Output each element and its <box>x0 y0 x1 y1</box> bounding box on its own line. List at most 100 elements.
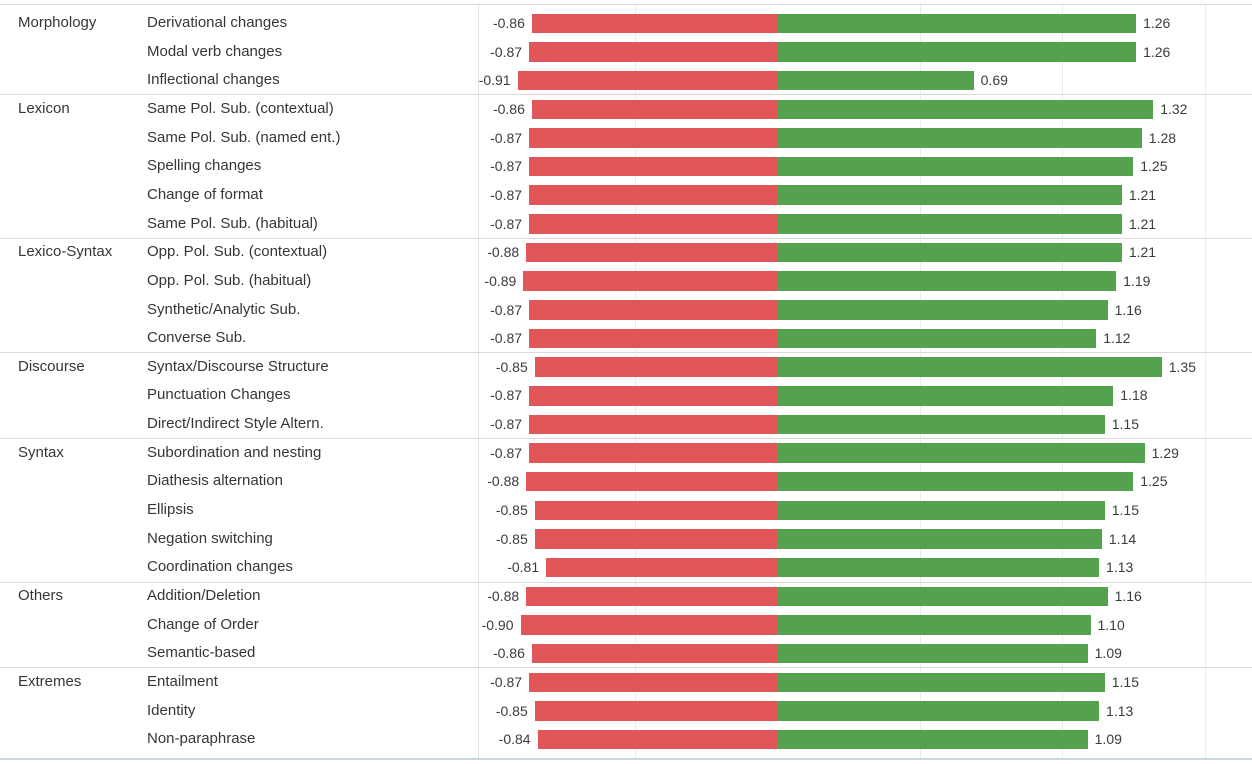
item-label: Opp. Pol. Sub. (habitual) <box>147 271 312 289</box>
positive-value-label: 1.28 <box>1148 129 1177 146</box>
group-separator <box>0 581 1252 583</box>
gridline <box>919 4 921 758</box>
positive-bar <box>777 386 1114 406</box>
item-label: Same Pol. Sub. (named ent.) <box>147 128 341 146</box>
positive-value-label: 1.12 <box>1103 330 1131 347</box>
positive-value-label: 1.14 <box>1108 530 1137 547</box>
positive-bar <box>777 471 1134 492</box>
negative-bar <box>529 128 777 148</box>
negative-bar <box>529 42 777 62</box>
pane-divider <box>478 4 479 758</box>
negative-value-label: -0.87 <box>490 186 523 203</box>
positive-bar <box>777 13 1137 34</box>
positive-bar <box>777 242 1122 263</box>
positive-bar <box>777 357 1162 377</box>
negative-bar <box>534 357 777 377</box>
item-label: Identity <box>147 701 196 719</box>
item-label: Diathesis alternation <box>147 472 283 490</box>
positive-bar <box>777 500 1105 521</box>
item-label: Syntax/Discourse Structure <box>147 357 329 375</box>
negative-value-label: -0.89 <box>484 272 517 289</box>
positive-value-label: 1.13 <box>1106 559 1134 576</box>
positive-value-label: 1.16 <box>1114 301 1142 318</box>
gridline <box>1062 4 1063 758</box>
positive-value-label: 1.21 <box>1128 215 1157 232</box>
group-label: Morphology <box>18 14 97 31</box>
negative-value-label: -0.88 <box>487 588 520 604</box>
positive-value-label: 1.32 <box>1160 100 1188 117</box>
item-label: Non-paraphrase <box>147 730 256 748</box>
negative-bar <box>531 643 777 664</box>
positive-bar <box>777 443 1145 463</box>
negative-bar <box>529 328 777 349</box>
group-separator <box>0 94 1252 96</box>
positive-bar <box>777 729 1088 750</box>
positive-bar <box>777 42 1137 62</box>
group-label: Others <box>18 587 64 604</box>
negative-bar <box>531 13 777 34</box>
negative-value-label: -0.84 <box>498 731 531 748</box>
negative-value-label: -0.86 <box>492 15 525 31</box>
positive-bar <box>777 328 1097 349</box>
positive-value-label: 1.09 <box>1094 645 1122 662</box>
group-label: Lexico-Syntax <box>18 243 113 261</box>
item-label: Ellipsis <box>147 501 194 519</box>
positive-value-label: 0.69 <box>980 72 1008 89</box>
item-label: Spelling changes <box>147 157 262 175</box>
negative-bar <box>534 529 777 549</box>
positive-value-label: 1.25 <box>1140 473 1168 490</box>
negative-bar <box>529 672 777 693</box>
negative-value-label: -0.86 <box>492 645 525 662</box>
negative-bar <box>534 500 777 521</box>
group-label: Discourse <box>18 357 85 375</box>
negative-bar <box>529 386 777 406</box>
negative-value-label: -0.87 <box>490 301 523 318</box>
negative-bar <box>529 414 777 435</box>
positive-bar <box>777 271 1117 291</box>
positive-bar <box>777 414 1105 435</box>
positive-bar <box>777 701 1100 721</box>
item-label: Addition/Deletion <box>147 587 261 604</box>
negative-bar <box>529 300 777 320</box>
item-label: Entailment <box>147 672 218 690</box>
negative-value-label: -0.87 <box>490 215 523 232</box>
positive-bar <box>777 156 1134 177</box>
positive-bar <box>777 128 1142 148</box>
positive-bar <box>777 529 1102 549</box>
item-label: Punctuation Changes <box>147 386 291 404</box>
positive-bar <box>777 185 1122 205</box>
group-separator <box>0 237 1252 239</box>
negative-bar <box>526 242 777 263</box>
negative-bar <box>517 70 777 91</box>
item-label: Subordination and nesting <box>147 443 322 461</box>
positive-value-label: 1.35 <box>1168 358 1196 375</box>
positive-value-label: 1.15 <box>1111 416 1139 433</box>
positive-value-label: 1.15 <box>1111 673 1139 690</box>
negative-bar <box>529 156 777 177</box>
negative-value-label: -0.85 <box>495 358 528 375</box>
negative-bar <box>529 185 777 205</box>
positive-bar <box>777 615 1091 635</box>
positive-value-label: 1.29 <box>1151 444 1179 461</box>
item-label: Direct/Indirect Style Altern. <box>147 415 324 433</box>
negative-value-label: -0.88 <box>487 473 520 490</box>
gridline <box>1204 4 1206 758</box>
negative-bar <box>523 271 777 291</box>
item-label: Inflectional changes <box>147 71 280 89</box>
positive-bar <box>777 643 1088 664</box>
positive-value-label: 1.16 <box>1114 588 1142 604</box>
item-label: Synthetic/Analytic Sub. <box>147 300 301 318</box>
negative-bar <box>520 615 777 635</box>
group-separator <box>0 352 1252 354</box>
negative-value-label: -0.87 <box>490 444 523 461</box>
positive-bar <box>777 214 1122 234</box>
item-label: Opp. Pol. Sub. (contextual) <box>147 243 328 261</box>
negative-value-label: -0.85 <box>495 530 528 547</box>
positive-bar <box>777 586 1108 607</box>
negative-bar <box>526 471 777 492</box>
negative-value-label: -0.87 <box>490 416 523 433</box>
negative-value-label: -0.87 <box>490 158 523 175</box>
positive-bar <box>777 557 1100 578</box>
item-label: Converse Sub. <box>147 329 247 347</box>
